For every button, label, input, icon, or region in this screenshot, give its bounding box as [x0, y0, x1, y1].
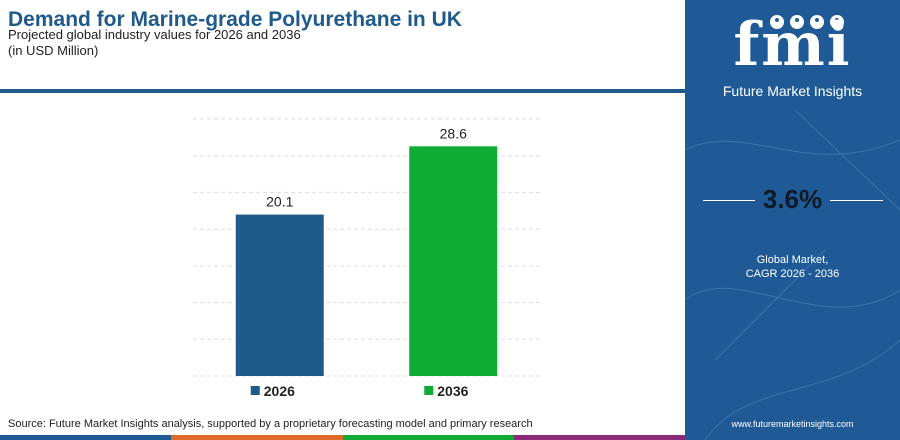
- legend-label-2026: 2026: [264, 383, 295, 399]
- value-label-2026: 20.1: [266, 194, 293, 210]
- legend: 2026 2036: [250, 383, 469, 399]
- chart-title: Demand for Marine-grade Polyurethane in …: [8, 8, 462, 31]
- brand-name: Future Market Insights: [722, 83, 863, 99]
- website-link[interactable]: www.futuremarketinsights.com: [731, 419, 854, 429]
- chart-panel: Demand for Marine-grade Polyurethane in …: [0, 8, 685, 440]
- chart-unit-label: (in USD Million): [8, 43, 99, 58]
- header-divider: [0, 89, 685, 93]
- bar-chart: 20.1 28.6 2026 2036: [193, 118, 540, 399]
- cagr-value: 3.6%: [685, 184, 900, 215]
- source-note: Source: Future Market Insights analysis,…: [8, 418, 533, 430]
- bar-2026: [235, 214, 324, 376]
- cagr-label-line1: Global Market,: [756, 254, 829, 266]
- cagr-label-line2: CAGR 2026 - 2036: [745, 268, 840, 280]
- bars: [235, 146, 498, 376]
- footer-bar-segment: [171, 435, 343, 440]
- value-labels: 20.1 28.6: [266, 125, 467, 209]
- logo-people-icons: [770, 15, 844, 29]
- cagr-value-text: 3.6%: [754, 184, 831, 214]
- side-panel: fmi Future Market Insights 3.6% Global M…: [685, 0, 900, 440]
- chart-subtitle: Projected global industry values for 202…: [8, 27, 301, 42]
- panel-background-pattern: [685, 109, 900, 440]
- footer-bar-segment: [513, 435, 685, 440]
- footer-bar-segment: [342, 435, 514, 440]
- legend-label-2036: 2036: [437, 383, 468, 399]
- footer-color-bar: [0, 435, 685, 440]
- footer-bar-segment: [0, 435, 172, 440]
- value-label-2036: 28.6: [440, 125, 467, 141]
- fmi-logo: fmi: [733, 10, 852, 80]
- legend-swatch-2026: [250, 386, 260, 395]
- bar-2036: [409, 146, 498, 376]
- legend-swatch-2036: [424, 386, 434, 395]
